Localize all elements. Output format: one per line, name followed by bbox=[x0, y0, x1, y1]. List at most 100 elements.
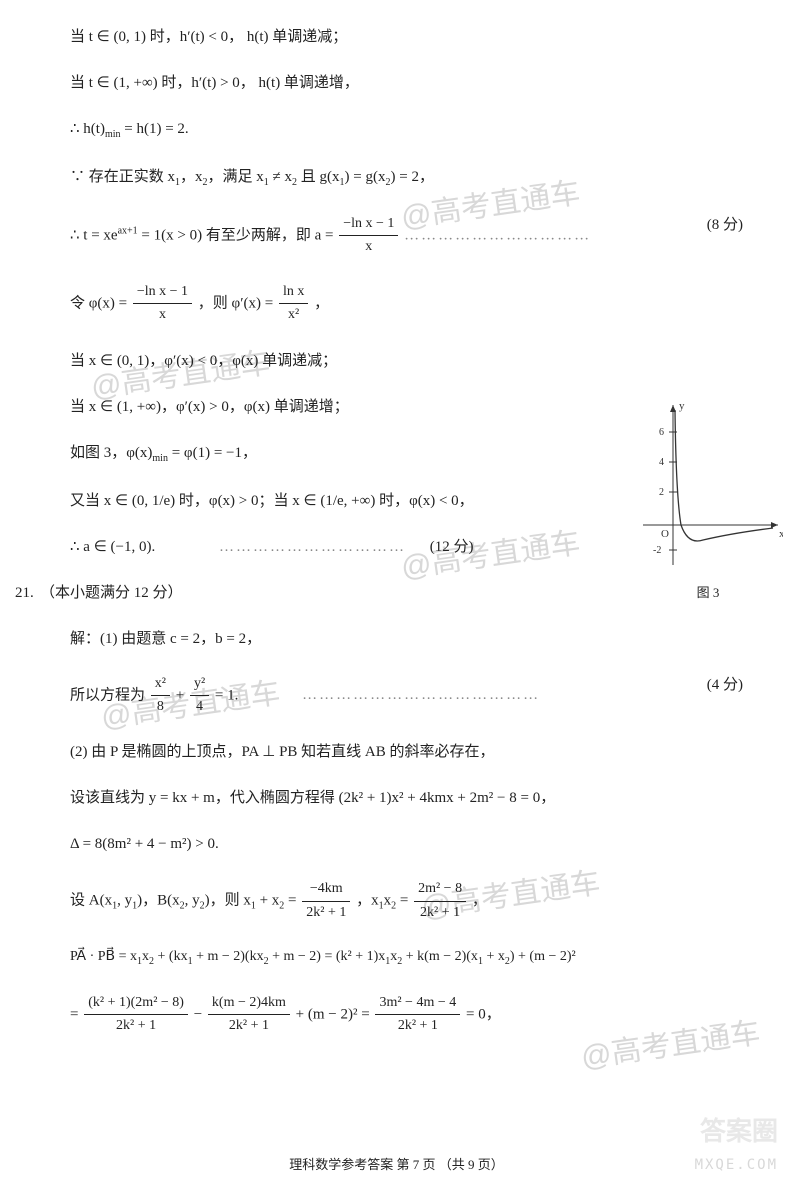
step-line: ∵ 存在正实数 x1，x2，满足 x1 ≠ x2 且 g(x1) = g(x2)… bbox=[40, 165, 753, 191]
step-line: 当 x ∈ (1, +∞)，φ′(x) > 0，φ(x) 单调递增； bbox=[40, 395, 753, 419]
numerator: 2m² − 8 bbox=[414, 878, 466, 901]
text: = 0， bbox=[466, 1006, 501, 1022]
denominator: 4 bbox=[190, 696, 209, 718]
text: 设 A(x bbox=[70, 893, 112, 909]
text: = 1(x > 0) 有至少两解，即 a = bbox=[138, 227, 338, 243]
step-line: 令 φ(x) = −ln x − 1x ，则 φ′(x) = ln xx² ， bbox=[40, 281, 753, 327]
denominator: 2k² + 1 bbox=[375, 1015, 460, 1037]
text: 且 g(x bbox=[297, 169, 340, 185]
text: , y bbox=[185, 893, 200, 909]
text: ≠ x bbox=[269, 169, 292, 185]
x-axis-label: x bbox=[779, 528, 783, 540]
text: = h(1) = 2. bbox=[121, 121, 189, 137]
dotted-leader: …………………………… bbox=[219, 539, 406, 555]
dotted-leader: …………………………………… bbox=[302, 687, 540, 703]
step-line: 当 x ∈ (0, 1)，φ′(x) < 0，φ(x) 单调递减； bbox=[40, 349, 753, 373]
text: = bbox=[70, 1006, 82, 1022]
text: ) + (m − 2)² bbox=[510, 949, 576, 964]
text: 时，φ(x) > 0；当 x ∈ bbox=[175, 493, 320, 509]
text: + bbox=[176, 687, 188, 703]
numerator: (k² + 1)(2m² − 8) bbox=[84, 992, 188, 1015]
step-line: (2) 由 P 是椭圆的上顶点，PA ⊥ PB 知若直线 AB 的斜率必存在， bbox=[40, 740, 753, 764]
text: ∴ t = xe bbox=[70, 227, 118, 243]
fraction: y²4 bbox=[190, 673, 209, 719]
text: = φ(1) = −1， bbox=[168, 445, 257, 461]
numerator: −4km bbox=[302, 878, 350, 901]
step-line: 所以方程为 x²8 + y²4 = 1. …………………………………… (4 分… bbox=[40, 673, 753, 719]
step-line: 当 t ∈ (0, 1) 时，h′(t) < 0， h(t) 单调递减； bbox=[40, 25, 753, 49]
text: 令 φ(x) = bbox=[70, 295, 131, 311]
fraction: (k² + 1)(2m² − 8)2k² + 1 bbox=[84, 992, 188, 1038]
numerator: k(m − 2)4km bbox=[208, 992, 290, 1015]
text: + m − 2) = (k² + 1)x bbox=[269, 949, 386, 964]
numerator: y² bbox=[190, 673, 209, 696]
text: + m − 2)(kx bbox=[193, 949, 264, 964]
step-line: ∴ h(t)min = h(1) = 2. bbox=[40, 117, 753, 143]
text: ∴ a ∈ (−1, 0). bbox=[70, 539, 155, 555]
text: )，B(x bbox=[137, 893, 180, 909]
question-number: 21. bbox=[15, 581, 34, 605]
text: = bbox=[396, 893, 412, 909]
text: 如图 3，φ(x) bbox=[70, 445, 152, 461]
fraction: ln xx² bbox=[279, 281, 308, 327]
fraction: 2m² − 82k² + 1 bbox=[414, 878, 466, 924]
text: + (m − 2)² = bbox=[296, 1006, 374, 1022]
denominator: 2k² + 1 bbox=[302, 902, 350, 924]
text: 又当 x ∈ bbox=[70, 493, 132, 509]
fraction: −ln x − 1x bbox=[339, 213, 398, 259]
fraction: k(m − 2)4km2k² + 1 bbox=[208, 992, 290, 1038]
text: PA⃗ · PB⃗ = x bbox=[70, 949, 137, 964]
numerator: x² bbox=[151, 673, 170, 696]
step-line: ∴ a ∈ (−1, 0). …………………………… (12 分) bbox=[40, 535, 753, 559]
text: ，x bbox=[180, 169, 203, 185]
dotted-leader: …………………………… bbox=[404, 227, 591, 243]
text: x bbox=[142, 949, 149, 964]
step-line: 当 t ∈ (1, +∞) 时，h′(t) > 0， h(t) 单调递增， bbox=[40, 71, 753, 95]
text: ， bbox=[314, 295, 329, 311]
interval: (1/e, +∞) bbox=[320, 493, 375, 509]
denominator: 2k² + 1 bbox=[414, 902, 466, 924]
fraction: 3m² − 4m − 42k² + 1 bbox=[375, 992, 460, 1038]
denominator: x bbox=[133, 304, 192, 326]
numerator: −ln x − 1 bbox=[133, 281, 192, 304]
text: 时，φ(x) < 0， bbox=[375, 493, 473, 509]
text: + x bbox=[483, 949, 505, 964]
text: )，则 x bbox=[205, 893, 251, 909]
denominator: 2k² + 1 bbox=[84, 1015, 188, 1037]
denominator: 8 bbox=[151, 696, 170, 718]
text: ∴ h(t) bbox=[70, 121, 105, 137]
fraction: −ln x − 1x bbox=[133, 281, 192, 327]
text: ，满足 x bbox=[208, 169, 264, 185]
step-line: 设 A(x1, y1)，B(x2, y2)，则 x1 + x2 = −4km2k… bbox=[40, 878, 753, 924]
text: − bbox=[194, 1006, 206, 1022]
text: ∵ 存在正实数 x bbox=[70, 169, 175, 185]
text: = bbox=[284, 893, 300, 909]
denominator: x bbox=[339, 236, 398, 258]
score-marker: (8 分) bbox=[707, 213, 743, 237]
numerator: −ln x − 1 bbox=[339, 213, 398, 236]
step-line: 如图 3，φ(x)min = φ(1) = −1， bbox=[40, 441, 753, 467]
text: ) = g(x bbox=[345, 169, 386, 185]
subscript: min bbox=[105, 129, 121, 140]
step-line: = (k² + 1)(2m² − 8)2k² + 1 − k(m − 2)4km… bbox=[40, 992, 753, 1038]
score-marker: (4 分) bbox=[707, 673, 743, 697]
step-line: ∴ t = xeax+1 = 1(x > 0) 有至少两解，即 a = −ln … bbox=[40, 213, 753, 259]
step-line: 设该直线为 y = kx + m，代入椭圆方程得 (2k² + 1)x² + 4… bbox=[40, 786, 753, 810]
denominator: 2k² + 1 bbox=[208, 1015, 290, 1037]
text: ，则 φ′(x) = bbox=[198, 295, 277, 311]
text: ) = 2， bbox=[390, 169, 433, 185]
denominator: x² bbox=[279, 304, 308, 326]
text: + (kx bbox=[154, 949, 188, 964]
text: + x bbox=[256, 893, 279, 909]
text: 所以方程为 bbox=[70, 687, 149, 703]
page-footer: 理科数学参考答案 第 7 页 （共 9 页） bbox=[0, 1154, 793, 1173]
numerator: 3m² − 4m − 4 bbox=[375, 992, 460, 1015]
interval: (0, 1/e) bbox=[132, 493, 175, 509]
text: x bbox=[384, 893, 392, 909]
text: ， bbox=[472, 893, 487, 909]
step-line: PA⃗ · PB⃗ = x1x2 + (kx1 + m − 2)(kx2 + m… bbox=[40, 946, 753, 970]
watermark-url: MXQE.COM bbox=[695, 1157, 778, 1173]
question-title: （本小题满分 12 分） bbox=[40, 585, 183, 601]
superscript: ax+1 bbox=[118, 225, 138, 236]
step-line: 又当 x ∈ (0, 1/e) 时，φ(x) > 0；当 x ∈ (1/e, +… bbox=[40, 489, 753, 513]
